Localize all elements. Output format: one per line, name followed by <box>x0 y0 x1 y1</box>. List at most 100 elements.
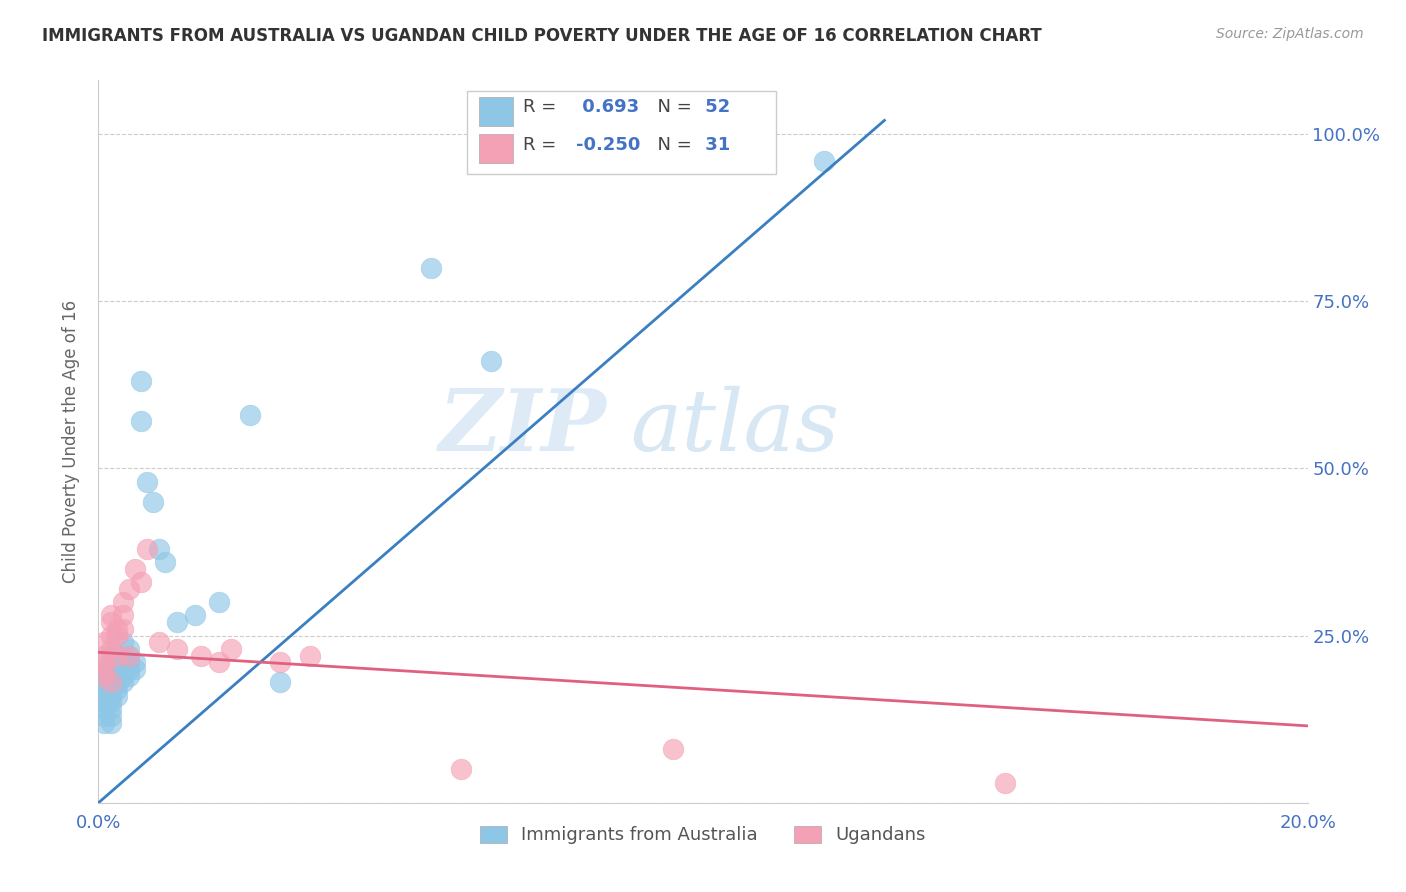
Point <box>93 662 115 676</box>
Point <box>124 662 146 676</box>
Text: N =: N = <box>647 98 692 116</box>
Point <box>100 655 122 669</box>
Point <box>166 642 188 657</box>
Point <box>111 608 134 623</box>
Point <box>124 562 146 576</box>
Point <box>129 414 152 429</box>
Point <box>93 681 115 696</box>
Point <box>124 655 146 669</box>
Point <box>135 475 157 489</box>
Point <box>100 696 122 710</box>
Text: 31: 31 <box>699 136 731 154</box>
Point <box>269 655 291 669</box>
Point <box>105 689 128 703</box>
Point <box>208 655 231 669</box>
Point <box>93 655 115 669</box>
Point <box>118 669 141 683</box>
Point <box>118 582 141 596</box>
Point <box>118 648 141 663</box>
Point <box>100 608 122 623</box>
Point <box>105 662 128 676</box>
Point <box>93 669 115 683</box>
Text: ZIP: ZIP <box>439 385 606 469</box>
Text: 52: 52 <box>699 98 731 116</box>
Point <box>118 648 141 663</box>
Point <box>148 541 170 556</box>
Point <box>100 708 122 723</box>
Point <box>153 555 176 569</box>
Point <box>184 608 207 623</box>
Point <box>100 675 122 690</box>
Point <box>135 541 157 556</box>
Point <box>105 681 128 696</box>
Point <box>93 702 115 716</box>
Point <box>994 776 1017 790</box>
Point <box>111 655 134 669</box>
Point <box>111 622 134 636</box>
Point <box>111 669 134 683</box>
Point <box>100 662 122 676</box>
Point <box>111 635 134 649</box>
Point <box>105 675 128 690</box>
Point <box>166 615 188 630</box>
Point <box>105 648 128 663</box>
Legend: Immigrants from Australia, Ugandans: Immigrants from Australia, Ugandans <box>472 818 934 852</box>
Point <box>111 662 134 676</box>
Point <box>111 675 134 690</box>
Point <box>269 675 291 690</box>
Point <box>118 655 141 669</box>
Point <box>118 662 141 676</box>
Point <box>93 708 115 723</box>
Point <box>93 648 115 663</box>
Text: -0.250: -0.250 <box>576 136 640 154</box>
Point <box>93 715 115 730</box>
Point <box>481 354 503 368</box>
Point <box>100 642 122 657</box>
Point <box>661 742 683 756</box>
Point <box>100 702 122 716</box>
Point <box>100 615 122 630</box>
Point <box>105 648 128 663</box>
Text: N =: N = <box>647 136 692 154</box>
Point <box>142 494 165 508</box>
Text: IMMIGRANTS FROM AUSTRALIA VS UGANDAN CHILD POVERTY UNDER THE AGE OF 16 CORRELATI: IMMIGRANTS FROM AUSTRALIA VS UGANDAN CHI… <box>42 27 1042 45</box>
Point <box>100 681 122 696</box>
Point <box>93 689 115 703</box>
Point <box>450 762 472 776</box>
Text: R =: R = <box>523 136 557 154</box>
Y-axis label: Child Poverty Under the Age of 16: Child Poverty Under the Age of 16 <box>62 300 80 583</box>
Point <box>100 715 122 730</box>
Point <box>100 628 122 642</box>
Point <box>118 642 141 657</box>
Point <box>105 669 128 683</box>
Point <box>190 648 212 663</box>
Text: atlas: atlas <box>630 385 839 468</box>
Point <box>93 669 115 683</box>
Point <box>100 689 122 703</box>
Point <box>299 648 322 663</box>
Point <box>208 595 231 609</box>
Point <box>105 628 128 642</box>
Point <box>148 635 170 649</box>
Point <box>420 260 443 275</box>
Point <box>129 575 152 590</box>
FancyBboxPatch shape <box>467 91 776 174</box>
Point <box>239 408 262 422</box>
Bar <box>479 135 513 163</box>
Point <box>100 675 122 690</box>
Point <box>100 669 122 683</box>
Text: Source: ZipAtlas.com: Source: ZipAtlas.com <box>1216 27 1364 41</box>
Point <box>813 153 835 168</box>
Bar <box>479 97 513 126</box>
Point <box>93 675 115 690</box>
Point <box>111 595 134 609</box>
Point <box>129 375 152 389</box>
Point <box>93 662 115 676</box>
Point <box>93 635 115 649</box>
Point <box>221 642 243 657</box>
Point <box>105 622 128 636</box>
Point <box>93 696 115 710</box>
Point <box>100 648 122 663</box>
Text: R =: R = <box>523 98 557 116</box>
Text: 0.693: 0.693 <box>576 98 640 116</box>
